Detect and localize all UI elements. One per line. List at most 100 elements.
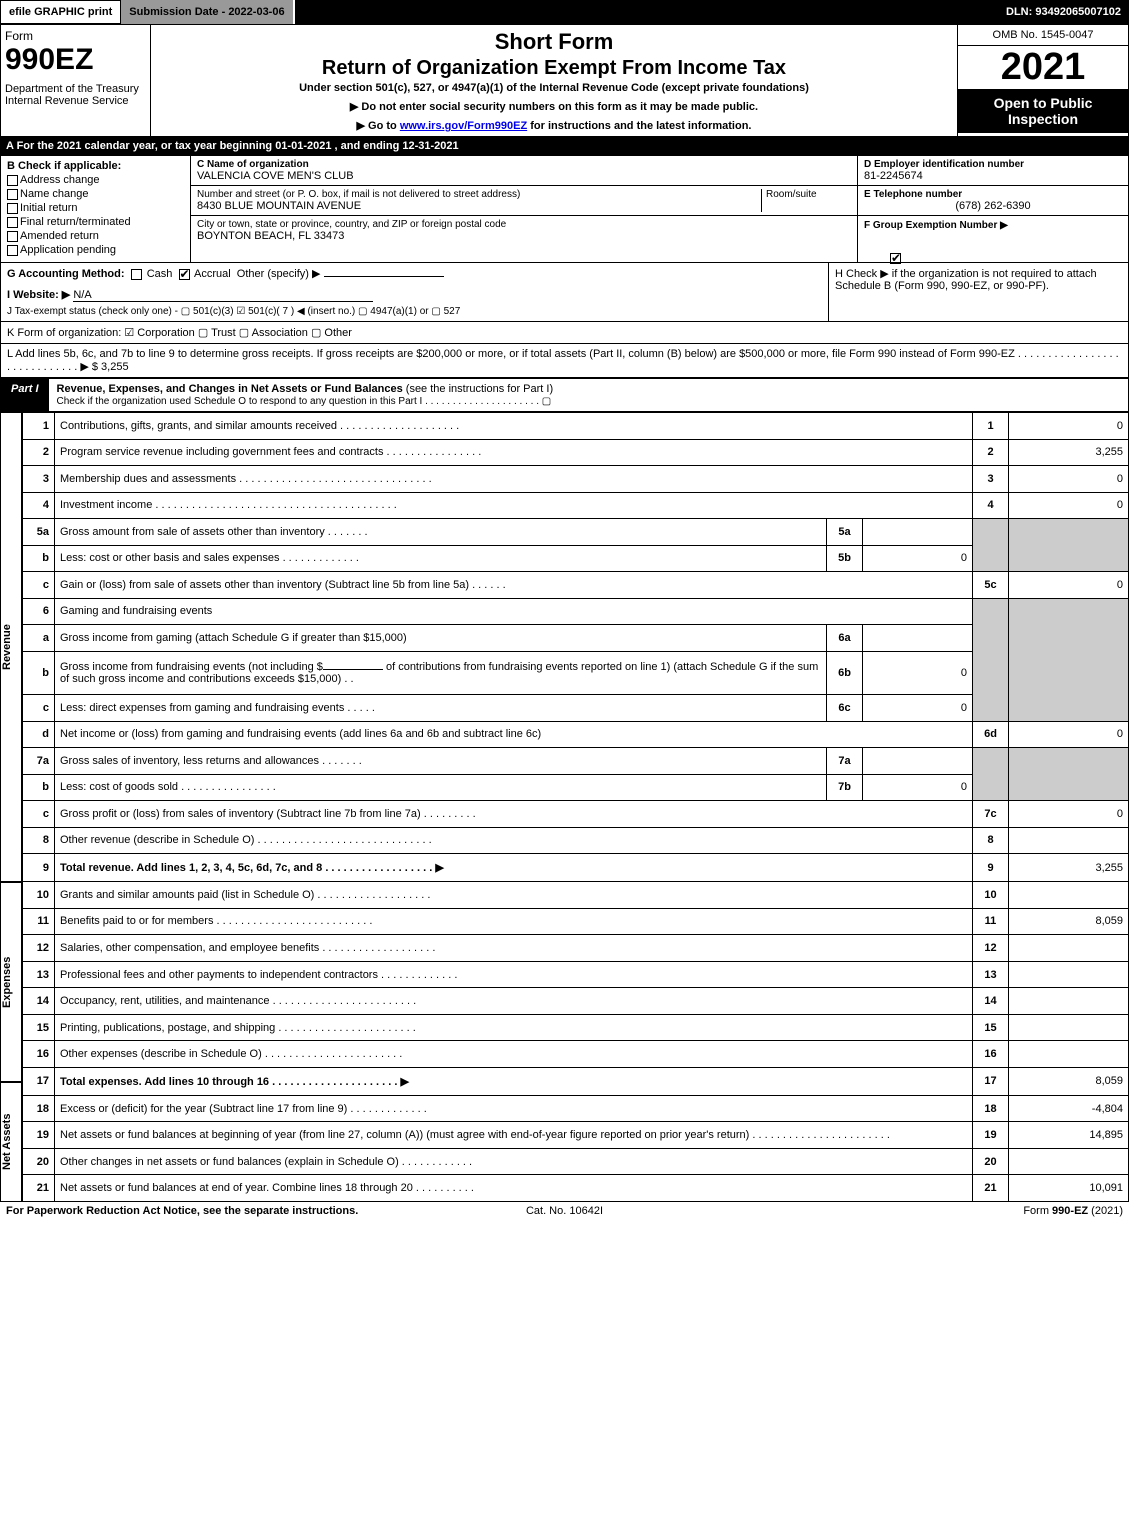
phone-block: E Telephone number (678) 262-6390 bbox=[858, 186, 1128, 216]
l6abc-shade-num bbox=[973, 598, 1009, 721]
l6c-mbox: 6c bbox=[827, 695, 863, 722]
chk-amended-return[interactable]: Amended return bbox=[7, 230, 184, 242]
h-text: H Check ▶ if the organization is not req… bbox=[835, 268, 1097, 292]
part1-tag: Part I bbox=[1, 379, 49, 411]
header-mid: Short Form Return of Organization Exempt… bbox=[151, 25, 958, 136]
footer-right-pre: Form bbox=[1023, 1205, 1052, 1217]
gh-row: G Accounting Method: Cash Accrual Other … bbox=[0, 263, 1129, 322]
l16-n: 16 bbox=[23, 1041, 55, 1068]
l7a-n: 7a bbox=[23, 748, 55, 775]
l19-box: 19 bbox=[973, 1122, 1009, 1149]
part1-body: Revenue Expenses Net Assets 1 Contributi… bbox=[0, 412, 1129, 1202]
l17-amt: 8,059 bbox=[1009, 1067, 1129, 1095]
goto-line: ▶ Go to www.irs.gov/Form990EZ for instru… bbox=[159, 119, 949, 132]
l6d-amt: 0 bbox=[1009, 721, 1129, 748]
l6b-blank[interactable] bbox=[323, 669, 383, 670]
chk-name-change[interactable]: Name change bbox=[7, 188, 184, 200]
l7c-amt: 0 bbox=[1009, 801, 1129, 828]
l13-t: Professional fees and other payments to … bbox=[55, 961, 973, 988]
l18-t: Excess or (deficit) for the year (Subtra… bbox=[55, 1095, 973, 1122]
l10-amt bbox=[1009, 882, 1129, 909]
l13-amt bbox=[1009, 961, 1129, 988]
form-header: Form 990EZ Department of the Treasury In… bbox=[0, 24, 1129, 137]
l6d-n: d bbox=[23, 721, 55, 748]
l20-t: Other changes in net assets or fund bala… bbox=[55, 1148, 973, 1175]
chk-address-change[interactable]: Address change bbox=[7, 174, 184, 186]
topbar-spacer bbox=[295, 0, 998, 24]
part1-check-line: Check if the organization used Schedule … bbox=[57, 396, 552, 407]
l5c-t: Gain or (loss) from sale of assets other… bbox=[55, 572, 973, 599]
l5a-mamt bbox=[863, 519, 973, 546]
l16-t: Other expenses (describe in Schedule O) … bbox=[55, 1041, 973, 1068]
l15-amt bbox=[1009, 1014, 1129, 1041]
l7b-mbox: 7b bbox=[827, 774, 863, 801]
l18-box: 18 bbox=[973, 1095, 1009, 1122]
side-revenue: Revenue bbox=[0, 412, 22, 882]
l7b-n: b bbox=[23, 774, 55, 801]
l14-box: 14 bbox=[973, 988, 1009, 1015]
l6c-n: c bbox=[23, 695, 55, 722]
l7b-t: Less: cost of goods sold . . . . . . . .… bbox=[55, 774, 827, 801]
group-exemption-block: F Group Exemption Number ▶ bbox=[858, 216, 1128, 234]
ein-value: 81-2245674 bbox=[864, 170, 1122, 182]
col-de: D Employer identification number 81-2245… bbox=[858, 156, 1128, 262]
l19-amt: 14,895 bbox=[1009, 1122, 1129, 1149]
footer-left: For Paperwork Reduction Act Notice, see … bbox=[6, 1205, 378, 1217]
l7c-t: Gross profit or (loss) from sales of inv… bbox=[55, 801, 973, 828]
efile-print-label[interactable]: efile GRAPHIC print bbox=[0, 0, 121, 24]
l7c-n: c bbox=[23, 801, 55, 828]
l6a-t: Gross income from gaming (attach Schedul… bbox=[55, 625, 827, 652]
footer-mid: Cat. No. 10642I bbox=[378, 1205, 750, 1217]
row-h: H Check ▶ if the organization is not req… bbox=[828, 263, 1128, 321]
row-l: L Add lines 5b, 6c, and 7b to line 9 to … bbox=[0, 344, 1129, 378]
other-specify-input[interactable] bbox=[324, 276, 444, 277]
l19-t: Net assets or fund balances at beginning… bbox=[55, 1122, 973, 1149]
l5b-n: b bbox=[23, 545, 55, 572]
l5b-mbox: 5b bbox=[827, 545, 863, 572]
l13-n: 13 bbox=[23, 961, 55, 988]
l4-amt: 0 bbox=[1009, 492, 1129, 519]
l6d-t: Net income or (loss) from gaming and fun… bbox=[55, 721, 973, 748]
l6b-mbox: 6b bbox=[827, 651, 863, 694]
l1-t: Contributions, gifts, grants, and simila… bbox=[55, 413, 973, 440]
part1-paren: (see the instructions for Part I) bbox=[406, 383, 553, 395]
l6-n: 6 bbox=[23, 598, 55, 625]
chk-final-return[interactable]: Final return/terminated bbox=[7, 216, 184, 228]
chk-cash[interactable] bbox=[131, 269, 142, 280]
side-netassets: Net Assets bbox=[0, 1082, 22, 1202]
l1-n: 1 bbox=[23, 413, 55, 440]
ein-label: D Employer identification number bbox=[864, 159, 1122, 170]
l12-amt bbox=[1009, 935, 1129, 962]
dept-treasury: Department of the Treasury Internal Reve… bbox=[5, 83, 146, 107]
l9-n: 9 bbox=[23, 854, 55, 882]
row-g: G Accounting Method: Cash Accrual Other … bbox=[1, 263, 828, 321]
form-word: Form bbox=[5, 29, 146, 43]
city-value: BOYNTON BEACH, FL 33473 bbox=[197, 230, 851, 242]
chk-schedule-b[interactable] bbox=[890, 253, 901, 264]
l5c-n: c bbox=[23, 572, 55, 599]
l7ab-shade-num bbox=[973, 748, 1009, 801]
l3-amt: 0 bbox=[1009, 466, 1129, 493]
l3-n: 3 bbox=[23, 466, 55, 493]
l13-box: 13 bbox=[973, 961, 1009, 988]
topbar: efile GRAPHIC print Submission Date - 20… bbox=[0, 0, 1129, 24]
l11-n: 11 bbox=[23, 908, 55, 935]
l6c-mamt: 0 bbox=[863, 695, 973, 722]
chk-initial-return[interactable]: Initial return bbox=[7, 202, 184, 214]
goto-post: for instructions and the latest informat… bbox=[527, 120, 751, 132]
l18-amt: -4,804 bbox=[1009, 1095, 1129, 1122]
org-name: VALENCIA COVE MEN'S CLUB bbox=[197, 170, 851, 182]
group-exemption-label: F Group Exemption Number ▶ bbox=[864, 220, 1008, 231]
l6b-t1: Gross income from fundraising events (no… bbox=[60, 661, 323, 673]
city-label: City or town, state or province, country… bbox=[197, 219, 851, 230]
chk-application-pending[interactable]: Application pending bbox=[7, 244, 184, 256]
l4-n: 4 bbox=[23, 492, 55, 519]
chk-accrual[interactable] bbox=[179, 269, 190, 280]
l8-t: Other revenue (describe in Schedule O) .… bbox=[55, 827, 973, 854]
irs-link[interactable]: www.irs.gov/Form990EZ bbox=[400, 120, 527, 132]
l5ab-shade-num bbox=[973, 519, 1009, 572]
l12-t: Salaries, other compensation, and employ… bbox=[55, 935, 973, 962]
l8-n: 8 bbox=[23, 827, 55, 854]
l17-text: Total expenses. Add lines 10 through 16 … bbox=[60, 1076, 409, 1088]
l2-n: 2 bbox=[23, 439, 55, 466]
